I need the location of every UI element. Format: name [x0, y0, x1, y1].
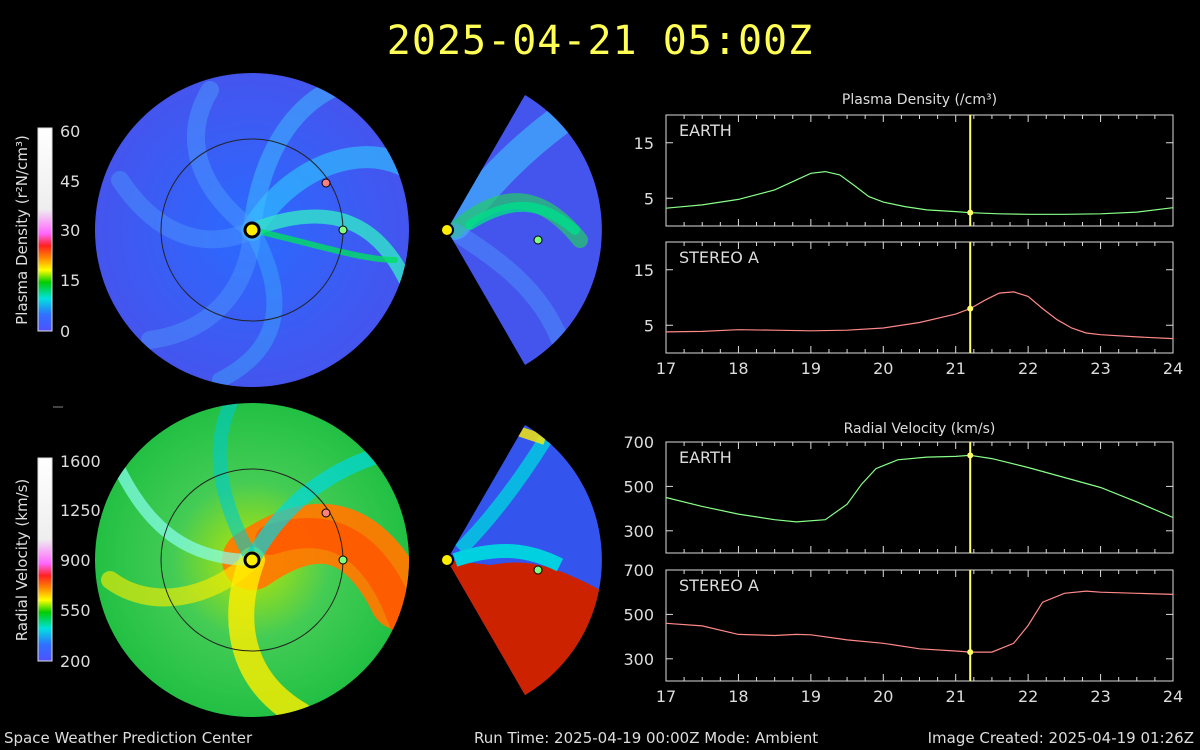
- series-line: [665, 170, 1174, 215]
- plot-frame: [665, 241, 1174, 354]
- density-colorbar-tick: 15: [60, 271, 80, 290]
- x-tick-label: 24: [1163, 359, 1183, 378]
- velocity-colorbar-tick: 550: [60, 601, 91, 620]
- density-colorbar-tick: 30: [60, 221, 80, 240]
- x-tick-label: 22: [1018, 359, 1038, 378]
- plot-title: Radial Velocity (km/s): [844, 421, 996, 437]
- earth-marker: [338, 555, 348, 565]
- y-tick-label: 15: [634, 134, 654, 153]
- velocity-colorbar-tick: 1250: [60, 501, 101, 520]
- density-colorbar: 60 45 30 15 0 Plasma Density (r²N/cm³): [13, 122, 80, 341]
- velocity-colorbar-tick: 900: [60, 551, 91, 570]
- density-ecliptic-map: [95, 73, 409, 387]
- stereo-a-marker: [321, 178, 331, 188]
- y-tick-label: 5: [644, 189, 654, 208]
- density-meridional-map: [440, 95, 602, 365]
- series-line: [665, 454, 1174, 523]
- plot-frame: [665, 569, 1174, 682]
- footer-created: Image Created: 2025-04-19 01:26Z: [927, 729, 1194, 747]
- velocity-meridional-map: [440, 425, 602, 695]
- x-tick-label: 22: [1018, 687, 1038, 706]
- x-tick-label: 21: [946, 359, 966, 378]
- y-tick-label: 700: [623, 561, 654, 580]
- series-line: [665, 291, 1174, 340]
- series-line: [665, 590, 1174, 653]
- earth-marker: [533, 565, 543, 575]
- current-time-dot: [967, 649, 974, 656]
- current-time-dot: [967, 452, 974, 459]
- plot-panel-stereo-a: 700 500 300 STEREO A: [623, 561, 1174, 682]
- velocity-colorbar: 1600 1250 900 550 200 Radial Velocity (k…: [13, 452, 101, 671]
- plot-panel-earth: 700 500 300 EARTH: [623, 433, 1174, 554]
- y-tick-label: 500: [623, 477, 654, 496]
- x-tick-label: 19: [801, 359, 821, 378]
- y-tick-label: 700: [623, 433, 654, 452]
- velocity-colorbar-tick: 200: [60, 652, 91, 671]
- x-tick-label: 24: [1163, 687, 1183, 706]
- timeseries-plots: Plasma Density (/cm³) 15 5 EARTH 15 5 STEREO A…: [623, 92, 1183, 706]
- plot-frame: [665, 441, 1174, 554]
- density-colorbar-tick: 60: [60, 122, 80, 141]
- earth-marker: [533, 235, 543, 245]
- y-tick-label: 15: [634, 261, 654, 280]
- velocity-colorbar-label: Radial Velocity (km/s): [13, 479, 31, 642]
- x-tick-label: 17: [656, 359, 676, 378]
- x-tick-label: 18: [728, 359, 748, 378]
- footer-org: Space Weather Prediction Center: [4, 729, 253, 747]
- x-tick-label: 20: [873, 687, 893, 706]
- current-time-dot: [967, 305, 974, 312]
- series-label: EARTH: [679, 121, 732, 140]
- plot-panel-earth: 15 5 EARTH: [634, 114, 1174, 227]
- x-tick-label: 19: [801, 687, 821, 706]
- page-title: 2025-04-21 05:00Z: [386, 18, 814, 64]
- sun-icon: [243, 551, 261, 569]
- y-tick-label: 300: [623, 650, 654, 669]
- x-tick-label: 17: [656, 687, 676, 706]
- x-tick-label: 23: [1090, 687, 1110, 706]
- series-label: STEREO A: [679, 576, 759, 595]
- x-tick-label: 21: [946, 687, 966, 706]
- density-colorbar-tick: 0: [60, 322, 70, 341]
- y-tick-label: 5: [644, 316, 654, 335]
- series-label: STEREO A: [679, 248, 759, 267]
- plot-title: Plasma Density (/cm³): [842, 92, 997, 108]
- density-colorbar-tick: 45: [60, 172, 80, 191]
- footer-run-info: Run Time: 2025-04-19 00:00Z Mode: Ambien…: [474, 729, 819, 747]
- velocity-ecliptic-map: [95, 403, 409, 717]
- current-time-dot: [967, 209, 974, 216]
- sun-icon: [243, 221, 261, 239]
- series-label: EARTH: [679, 448, 732, 467]
- plot-panel-stereo-a: 15 5 STEREO A: [634, 241, 1174, 354]
- sun-icon: [440, 223, 454, 237]
- x-tick-label: 18: [728, 687, 748, 706]
- x-tick-label: 23: [1090, 359, 1110, 378]
- sun-icon: [440, 553, 454, 567]
- stereo-a-marker: [321, 508, 331, 518]
- y-tick-label: 500: [623, 605, 654, 624]
- velocity-colorbar-tick: 1600: [60, 452, 101, 471]
- earth-marker: [338, 225, 348, 235]
- y-tick-label: 300: [623, 522, 654, 541]
- x-tick-label: 20: [873, 359, 893, 378]
- density-colorbar-label: Plasma Density (r²N/cm³): [13, 135, 31, 325]
